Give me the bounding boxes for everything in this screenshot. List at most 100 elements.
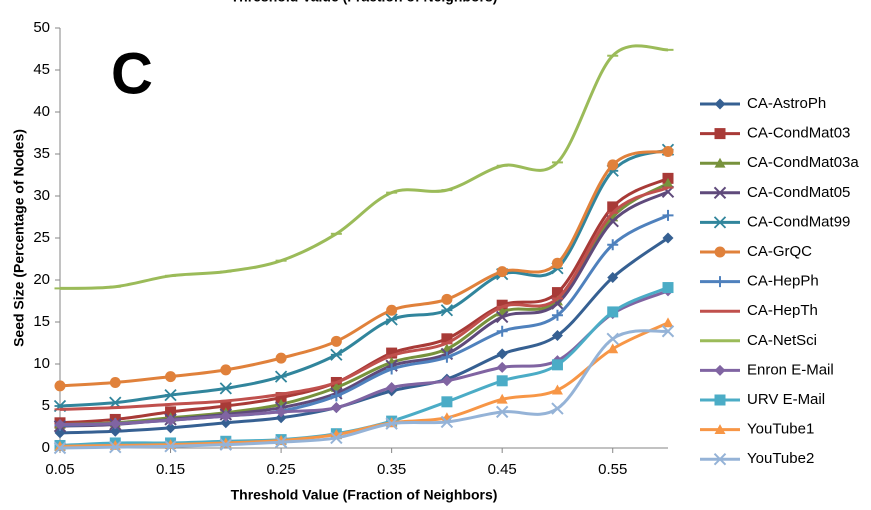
marker <box>330 390 342 402</box>
y-tick-label: 40 <box>33 103 50 120</box>
legend-label: CA-CondMat05 <box>747 184 850 201</box>
marker <box>275 392 287 404</box>
marker <box>274 435 288 449</box>
marker <box>441 396 453 408</box>
y-tick-label: 50 <box>33 19 50 36</box>
marker <box>496 361 508 373</box>
legend-label: CA-HepTh <box>747 302 818 319</box>
legend-label: CA-CondMat99 <box>747 213 850 230</box>
marker <box>54 418 66 430</box>
marker <box>607 271 619 283</box>
series-line <box>59 213 669 427</box>
series-line <box>59 190 669 428</box>
marker <box>330 335 342 347</box>
marker <box>606 332 619 346</box>
marker <box>495 310 509 324</box>
marker <box>385 417 398 430</box>
marker <box>662 209 674 221</box>
x-tick-label: 0.35 <box>377 461 406 478</box>
marker <box>607 159 619 171</box>
marker <box>164 388 177 402</box>
marker <box>714 276 726 288</box>
y-tick-label: 10 <box>33 355 50 372</box>
panel-label: C <box>111 41 153 106</box>
marker <box>386 304 398 316</box>
marker <box>714 98 726 110</box>
marker <box>662 145 674 157</box>
marker <box>496 299 508 311</box>
y-tick-label: 20 <box>33 271 50 288</box>
x-tick-label: 0.15 <box>156 461 185 478</box>
marker <box>220 410 232 422</box>
marker <box>330 348 343 361</box>
marker <box>219 438 233 451</box>
marker <box>713 452 727 466</box>
marker <box>109 440 122 454</box>
legend-label: URV E-Mail <box>747 391 825 408</box>
chart-title: Threshold Value (Fraction of Neighbors) <box>231 0 498 5</box>
marker <box>330 431 343 445</box>
marker <box>714 394 726 406</box>
legend-label: CA-GrQC <box>747 243 812 260</box>
marker <box>496 393 508 404</box>
marker <box>607 343 619 354</box>
x-tick-label: 0.25 <box>266 461 295 478</box>
marker <box>496 348 508 360</box>
marker <box>661 325 675 338</box>
marker <box>220 417 232 429</box>
marker <box>441 375 453 387</box>
marker <box>220 400 232 412</box>
marker <box>551 359 563 371</box>
marker <box>440 415 454 429</box>
marker <box>714 364 726 376</box>
marker <box>713 186 727 200</box>
marker <box>441 333 453 345</box>
marker <box>662 282 674 294</box>
legend-label: YouTube1 <box>747 421 814 438</box>
x-axis-title: Threshold Value (Fraction of Neighbors) <box>231 487 498 503</box>
y-tick-label: 30 <box>33 187 50 204</box>
marker <box>165 414 177 426</box>
marker <box>386 382 398 394</box>
marker <box>607 201 619 213</box>
series-line <box>59 329 669 450</box>
marker <box>551 257 563 269</box>
x-tick-label: 0.45 <box>488 461 517 478</box>
marker <box>385 313 398 326</box>
marker <box>275 406 287 418</box>
y-tick-label: 0 <box>42 439 50 456</box>
y-tick-label: 5 <box>42 397 50 414</box>
marker <box>165 422 177 434</box>
marker <box>220 364 232 376</box>
marker <box>275 412 287 424</box>
marker <box>551 309 563 321</box>
legend-label: Enron E-Mail <box>747 361 834 378</box>
marker <box>109 376 121 388</box>
marker <box>441 351 453 363</box>
marker <box>165 406 177 418</box>
legend-label: CA-NetSci <box>747 332 817 349</box>
legend-label: CA-CondMat03 <box>747 125 850 142</box>
marker <box>662 177 674 188</box>
series-line <box>59 321 669 448</box>
marker <box>275 352 287 364</box>
marker <box>386 347 398 359</box>
marker <box>713 216 727 229</box>
marker <box>496 266 508 278</box>
marker <box>109 418 121 430</box>
marker <box>440 304 454 317</box>
marker <box>714 128 726 140</box>
marker <box>551 329 563 341</box>
marker <box>714 424 726 434</box>
y-tick-label: 25 <box>33 229 50 246</box>
marker <box>714 246 726 258</box>
marker <box>54 380 66 392</box>
marker <box>496 325 508 337</box>
x-tick-label: 0.55 <box>598 461 627 478</box>
legend-label: CA-HepPh <box>747 273 819 290</box>
marker <box>165 371 177 383</box>
marker <box>714 157 726 168</box>
marker <box>551 384 563 395</box>
marker <box>53 441 67 455</box>
